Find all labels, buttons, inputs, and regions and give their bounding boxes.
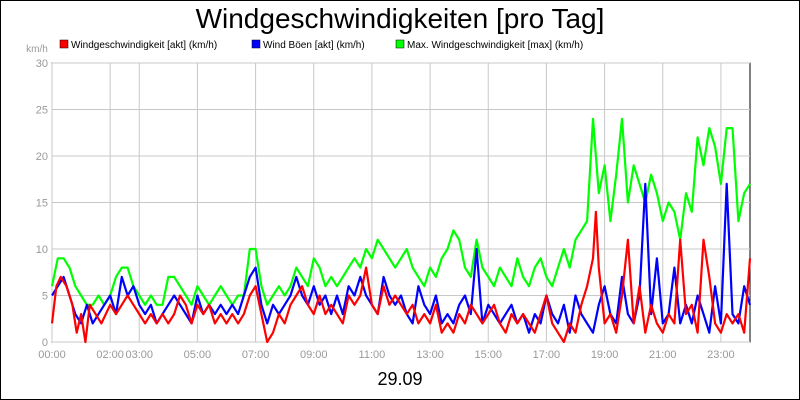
x-tick-label: 00:00 <box>38 349 66 361</box>
x-tick-label: 05:00 <box>184 349 212 361</box>
y-axis-ticks: 0 5 10 15 20 25 30 <box>36 58 48 349</box>
legend-item-speed: Windgeschwindigkeit [akt] (km/h) <box>59 39 217 51</box>
series-line-speed <box>50 210 752 344</box>
y-tick-label: 25 <box>36 105 48 117</box>
series-lines <box>50 117 752 344</box>
chart-title: Windgeschwindigkeiten [pro Tag] <box>196 3 605 34</box>
x-tick-label: 23:00 <box>707 349 735 361</box>
y-tick-label: 10 <box>36 244 48 256</box>
legend-item-gusts: Wind Böen [akt] (km/h) <box>251 39 365 51</box>
legend-item-max: Max. Windgeschwindigkeit [max] (km/h) <box>395 39 583 51</box>
x-tick-label: 17:00 <box>533 349 561 361</box>
x-tick-label: 07:00 <box>242 349 270 361</box>
x-tick-label: 21:00 <box>649 349 677 361</box>
y-tick-label: 0 <box>42 337 48 349</box>
y-tick-label: 15 <box>36 198 48 210</box>
x-axis-ticks: 00:00 02:00 03:00 05:00 07:00 09:00 11:00 13:00… <box>38 349 734 361</box>
y-tick-label: 20 <box>36 151 48 163</box>
legend-label-gusts: Wind Böen [akt] (km/h) <box>263 40 365 51</box>
x-tick-label: 19:00 <box>591 349 619 361</box>
x-tick-label: 11:00 <box>359 349 386 361</box>
legend-swatch-gusts <box>251 39 261 49</box>
x-tick-label: 09:00 <box>300 349 328 361</box>
y-tick-label: 30 <box>36 58 48 70</box>
x-tick-label: 15:00 <box>474 349 502 361</box>
legend-label-speed: Windgeschwindigkeit [akt] (km/h) <box>71 40 217 51</box>
legend-label-max: Max. Windgeschwindigkeit [max] (km/h) <box>407 40 583 51</box>
y-axis-unit: km/h <box>26 44 48 55</box>
x-axis-date-label: 29.09 <box>377 369 422 389</box>
legend-swatch-max <box>395 39 405 49</box>
x-tick-label: 02:00 <box>96 349 124 361</box>
legend-swatch-speed <box>59 39 69 49</box>
y-tick-label: 5 <box>42 291 48 303</box>
legend: Windgeschwindigkeit [akt] (km/h) Wind Bö… <box>59 39 583 51</box>
series-line-max <box>50 117 751 306</box>
x-tick-label: 13:00 <box>416 349 444 361</box>
x-tick-label: 03:00 <box>125 349 153 361</box>
